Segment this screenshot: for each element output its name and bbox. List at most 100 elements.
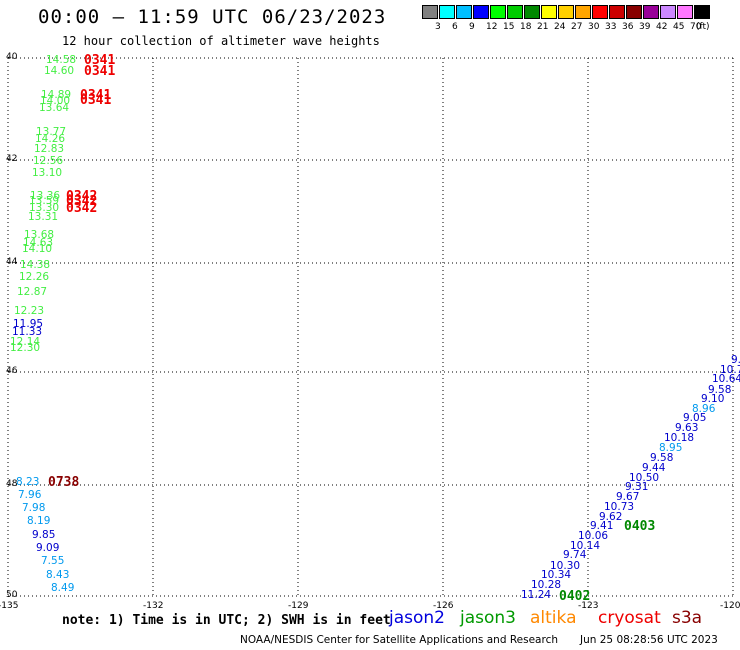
wave-height-value: 9.58: [650, 452, 674, 464]
colorbar-label: (ft): [696, 22, 710, 32]
wave-height-value: 13.64: [39, 102, 70, 114]
wave-height-value: 9.74: [563, 549, 587, 561]
wave-height-value: 12.87: [17, 286, 48, 298]
colorbar-label: 70: [690, 22, 702, 32]
wave-height-value: 12.26: [19, 271, 50, 283]
colorbar-swatch: [575, 5, 591, 19]
colorbar-swatch: [490, 5, 506, 19]
wave-height-value: 9.41: [590, 520, 614, 532]
colorbar-label: 39: [639, 22, 651, 32]
wave-height-value: 13.30: [29, 202, 60, 214]
colorbar-label: 21: [537, 22, 549, 32]
generation-timestamp: Jun 25 08:28:56 UTC 2023: [580, 634, 718, 646]
wave-height-value: 9.85: [32, 529, 56, 541]
wave-height-value: 9.63: [675, 422, 699, 434]
longitude-label: -120: [720, 601, 740, 611]
wave-height-value: 10.34: [541, 569, 572, 581]
pass-time-label: 0402: [559, 589, 591, 604]
wave-height-value: 13.68: [24, 229, 55, 241]
wave-height-value: 10.14: [570, 540, 601, 552]
colorbar-swatch: [626, 5, 642, 19]
wave-height-value: 13.36: [30, 190, 61, 202]
pass-time-label: 0341: [80, 93, 112, 108]
satellite-legend-jason2: jason2: [389, 608, 445, 628]
pass-time-label: 0738: [48, 475, 80, 490]
wave-height-value: 10.28: [531, 579, 562, 591]
wave-height-value: 11.33: [12, 326, 43, 338]
pass-time-label: 0342: [66, 189, 98, 204]
longitude-label: -132: [143, 601, 164, 611]
colorbar-swatch: [541, 5, 557, 19]
wave-height-value: 13.77: [36, 126, 67, 138]
wave-height-value: 14.10: [22, 243, 53, 255]
wave-height-value: 10.06: [578, 530, 609, 542]
colorbar-label: 36: [622, 22, 634, 32]
page-subtitle: 12 hour collection of altimeter wave hei…: [62, 34, 380, 48]
pass-time-label: 0342: [66, 194, 98, 209]
longitude-label: -123: [578, 601, 599, 611]
colorbar-swatch: [507, 5, 523, 19]
colorbar-swatch: [609, 5, 625, 19]
wave-height-value: 13.59: [29, 195, 60, 207]
wave-height-value: 9.05: [683, 412, 707, 424]
wave-height-value: 10.18: [664, 432, 695, 444]
pass-time-label: 0341: [84, 53, 116, 68]
wave-height-value: 8.49: [51, 582, 75, 594]
latitude-label: 42: [6, 154, 18, 164]
footer-note: note: 1) Time is in UTC; 2) SWH is in fe…: [62, 613, 391, 628]
colorbar-label: 27: [571, 22, 583, 32]
colorbar-label: 30: [588, 22, 600, 32]
wave-height-value: 9.31: [625, 481, 649, 493]
satellite-legend-s3a: s3a: [672, 608, 703, 628]
satellite-legend-altika: altika: [530, 608, 577, 628]
wave-height-value: 7.55: [41, 555, 65, 567]
wave-height-value: 8.19: [27, 515, 51, 527]
wave-height-value: 14.60: [44, 65, 75, 77]
colorbar-label: 18: [520, 22, 532, 32]
colorbar-swatch: [558, 5, 574, 19]
longitude-label: -126: [433, 601, 454, 611]
wave-height-value: 14.26: [35, 133, 66, 145]
wave-height-value: 8.96: [692, 403, 716, 415]
wave-height-value: 12.83: [34, 143, 65, 155]
colorbar-swatch: [439, 5, 455, 19]
wave-height-value: 14.63: [23, 237, 54, 249]
wave-height-value: 14.89: [41, 89, 72, 101]
wave-height-value: 9.67: [616, 491, 640, 503]
wave-height-value: 11.24: [521, 589, 552, 601]
colorbar-swatch: [473, 5, 489, 19]
latitude-label: 50: [6, 590, 18, 600]
wave-height-value: 9.09: [36, 542, 60, 554]
colorbar-label: 3: [435, 22, 441, 32]
longitude-label: -135: [0, 601, 19, 611]
colorbar-swatch: [677, 5, 693, 19]
wave-height-value: 9.44: [642, 462, 666, 474]
pass-time-label: 0403: [624, 519, 656, 534]
wave-height-value: 8.23: [16, 476, 40, 488]
wave-height-value: 9.10: [701, 393, 725, 405]
colorbar-swatch: [643, 5, 659, 19]
colorbar-label: 42: [656, 22, 668, 32]
colorbar-label: 12: [486, 22, 498, 32]
pass-time-label: 0342: [66, 201, 98, 216]
wave-height-value: 10.50: [629, 472, 660, 484]
credit-line: NOAA/NESDIS Center for Satellite Applica…: [240, 634, 558, 646]
colorbar-label: 9: [469, 22, 475, 32]
wave-height-value: 12.23: [14, 305, 45, 317]
latitude-label: 48: [6, 479, 18, 489]
wave-height-value: 8.43: [46, 569, 70, 581]
wave-height-value: 11.95: [13, 318, 44, 330]
colorbar-label: 33: [605, 22, 617, 32]
wave-height-value: 7.98: [22, 502, 46, 514]
colorbar-swatch: [694, 5, 710, 19]
wave-height-value: 8.95: [659, 442, 683, 454]
wave-height-value: 10.73: [604, 501, 635, 513]
satellite-legend-cryosat: cryosat: [598, 608, 661, 628]
wave-height-value: 12.30: [10, 342, 41, 354]
latitude-label: 44: [6, 257, 18, 267]
longitude-label: -129: [288, 601, 309, 611]
wave-height-value: 9.58: [708, 384, 732, 396]
wave-height-value: 12.56: [33, 155, 64, 167]
colorbar-swatch: [592, 5, 608, 19]
colorbar-label: 15: [503, 22, 515, 32]
